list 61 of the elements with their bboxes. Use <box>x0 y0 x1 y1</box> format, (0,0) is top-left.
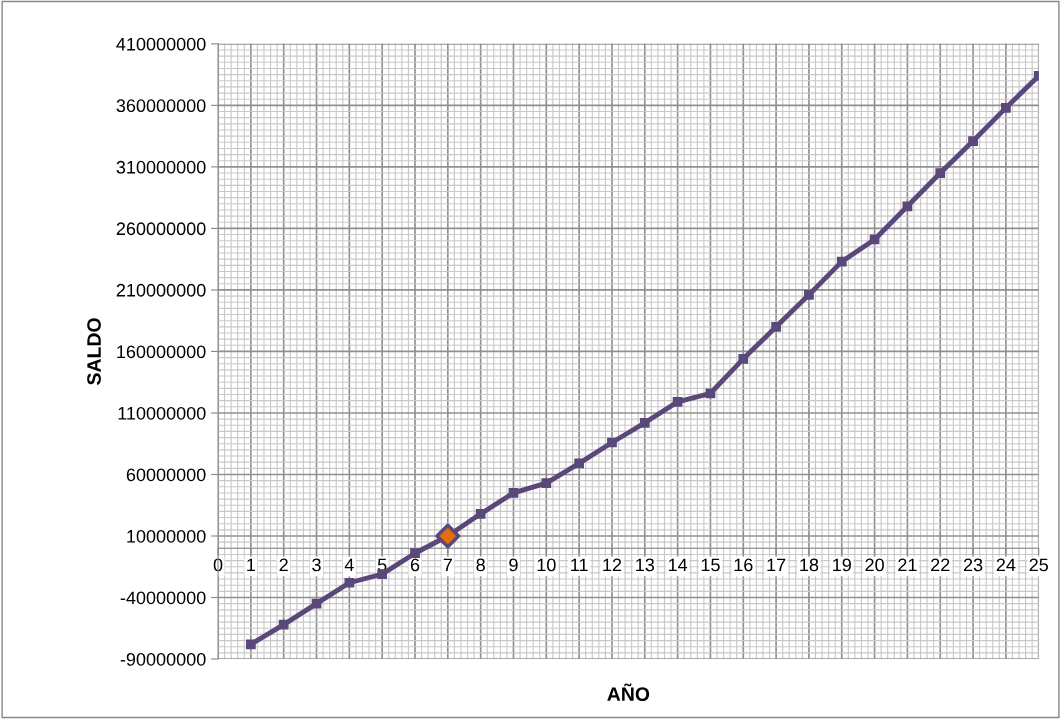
point <box>410 548 420 559</box>
point <box>278 619 289 630</box>
x-tick-label: 4 <box>344 558 354 572</box>
point <box>1001 102 1011 113</box>
x-axis-title: AÑO <box>607 683 650 701</box>
x-tick-label: 21 <box>898 558 917 572</box>
x-tick-label: 11 <box>571 558 588 572</box>
x-tick-label: 22 <box>931 558 950 572</box>
point <box>639 417 650 428</box>
x-tick-label: 9 <box>509 558 518 572</box>
x-tick-label: 14 <box>668 558 688 572</box>
x-tick-label: 17 <box>767 558 786 572</box>
y-tick-label: 160000000 <box>117 345 206 359</box>
point <box>377 569 388 580</box>
y-tick-label: -40000000 <box>120 591 206 605</box>
point <box>311 598 322 609</box>
point <box>968 136 978 146</box>
point <box>435 523 461 549</box>
point <box>771 321 781 332</box>
x-tick-label: 18 <box>800 558 819 572</box>
x-tick-label: 7 <box>443 558 452 572</box>
point <box>475 508 486 519</box>
x-tick-label: 24 <box>996 558 1016 572</box>
y-tick-label: 360000000 <box>116 99 206 113</box>
x-tick-label: 10 <box>537 558 556 572</box>
y-tick-label: 60000000 <box>126 468 206 482</box>
x-tick-label: 8 <box>476 558 485 572</box>
x-tick-label: 15 <box>701 558 720 572</box>
y-tick-label: 410000000 <box>116 37 206 51</box>
y-tick-label: 210000000 <box>116 283 206 297</box>
x-tick-label: 12 <box>603 558 622 572</box>
point <box>246 639 256 650</box>
point <box>738 353 749 364</box>
point <box>541 478 552 488</box>
y-tick-label: -90000000 <box>120 652 206 666</box>
x-tick-label: 2 <box>279 558 288 572</box>
y-tick-label: 110000000 <box>118 406 206 420</box>
y-tick-label: 10000000 <box>127 529 206 543</box>
y-axis-title: SALDO <box>87 318 101 385</box>
x-tick-label: 20 <box>865 558 884 572</box>
point <box>672 397 683 407</box>
point <box>705 388 716 399</box>
x-tick-label: 25 <box>1029 558 1048 572</box>
point <box>836 256 847 267</box>
point <box>508 488 519 498</box>
y-tick-label: 310000000 <box>116 160 206 174</box>
point <box>344 577 355 588</box>
x-tick-label: 23 <box>963 558 983 572</box>
point <box>607 437 617 448</box>
y-tick-label: 260000000 <box>116 222 206 236</box>
point <box>902 201 913 212</box>
x-tick-label: 0 <box>213 558 223 572</box>
x-tick-label: 16 <box>734 558 753 572</box>
point <box>935 168 946 178</box>
point <box>804 289 814 300</box>
x-tick-label: 1 <box>247 558 255 572</box>
x-tick-label: 13 <box>636 558 655 572</box>
x-tick-label: 19 <box>833 558 851 572</box>
point <box>574 458 584 469</box>
x-tick-label: 6 <box>410 558 420 572</box>
x-tick-label: 3 <box>312 558 321 572</box>
